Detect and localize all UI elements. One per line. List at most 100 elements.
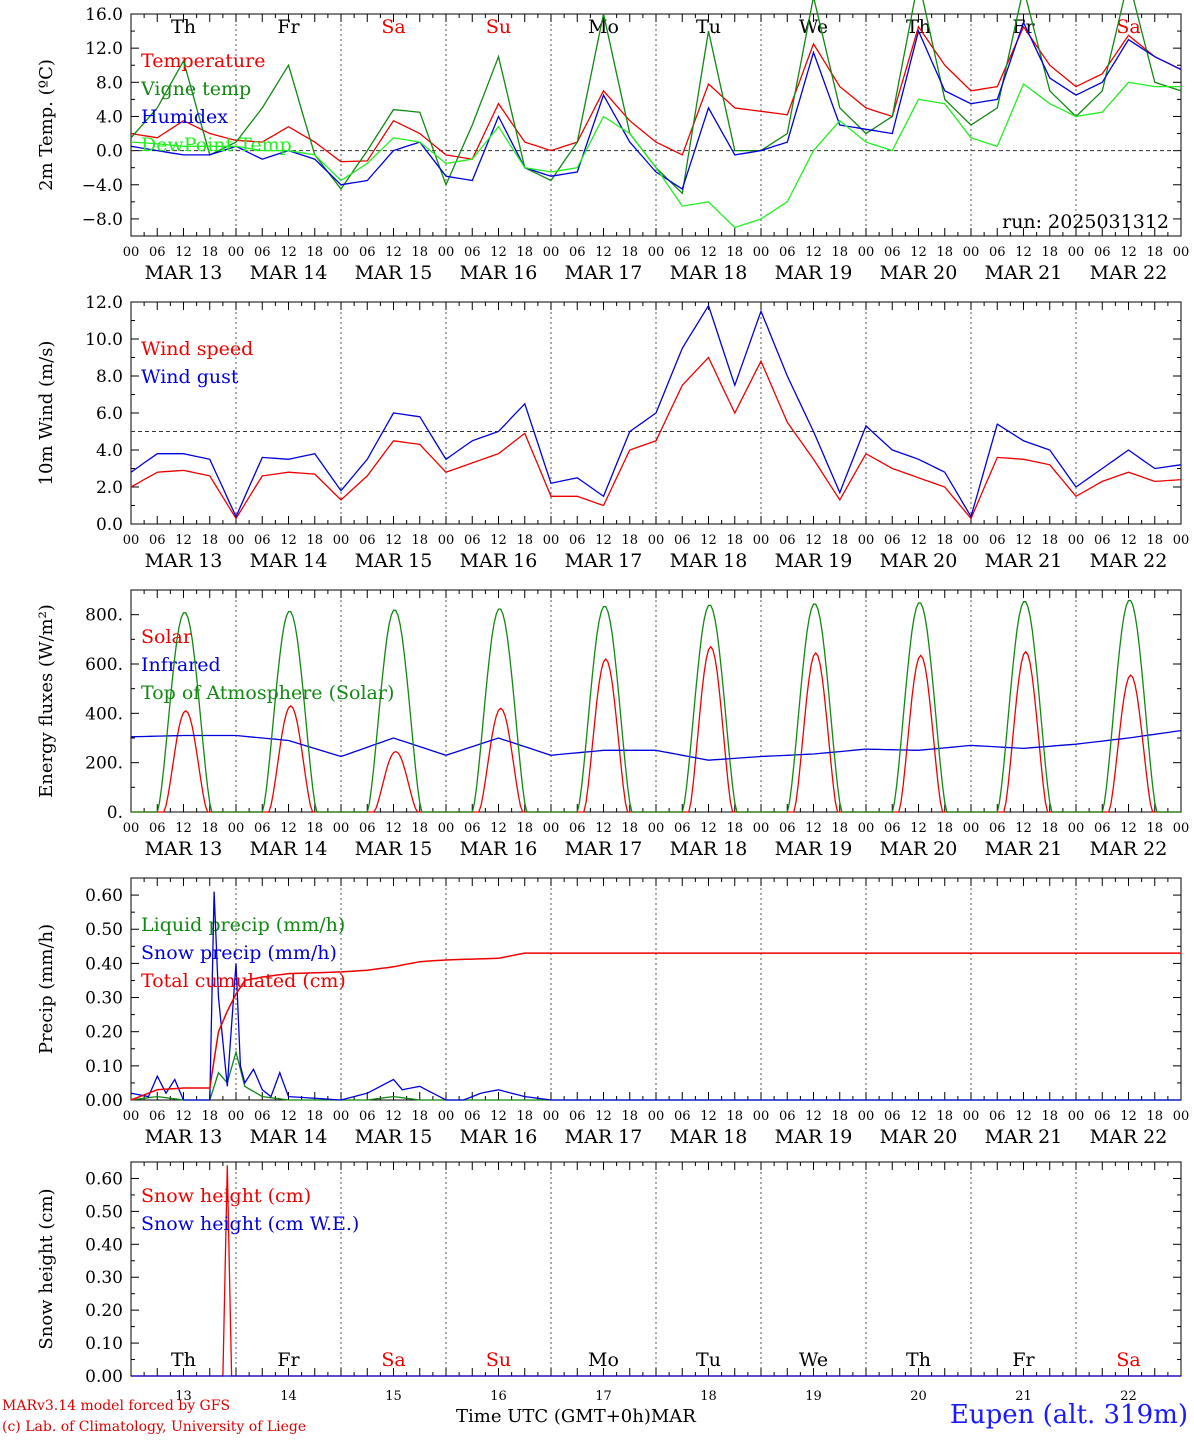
hour-tick-label: 12 (910, 1109, 927, 1124)
weekday-label: Sa (1116, 1349, 1140, 1371)
hour-tick-label: 12 (595, 1109, 612, 1124)
date-label: MAR 20 (880, 1126, 958, 1148)
hour-tick-label: 06 (674, 821, 691, 836)
day-number-label: 15 (385, 1389, 402, 1404)
date-label: MAR 22 (1090, 1126, 1168, 1148)
hour-tick-label: 06 (1094, 245, 1111, 260)
date-label: MAR 16 (460, 550, 538, 572)
hour-tick-label: 18 (726, 245, 743, 260)
date-label: MAR 17 (565, 838, 643, 860)
y-tick-label: 0.20 (85, 1301, 123, 1321)
hour-tick-label: 18 (1146, 245, 1163, 260)
hour-tick-label: 06 (674, 1109, 691, 1124)
date-label: MAR 18 (670, 550, 748, 572)
y-tick-label: 4.0 (96, 107, 123, 127)
y-tick-label: 400. (85, 704, 123, 724)
hour-tick-label: 06 (464, 245, 481, 260)
date-label: MAR 22 (1090, 838, 1168, 860)
date-label: MAR 14 (250, 550, 328, 572)
day-number-label: 19 (805, 1389, 822, 1404)
hour-tick-label: 18 (621, 821, 638, 836)
series-line-wind-speed (130, 356, 1182, 520)
y-tick-label: 0.30 (85, 989, 123, 1009)
y-tick-label: 0.30 (85, 1268, 123, 1288)
y-tick-label: 0.20 (85, 1023, 123, 1043)
hour-tick-label: 06 (989, 533, 1006, 548)
hour-tick-label: 18 (1146, 533, 1163, 548)
hour-tick-label: 18 (831, 245, 848, 260)
hour-tick-label: 12 (595, 245, 612, 260)
series-line-humidex (130, 20, 1182, 191)
y-tick-label: 0.00 (85, 1367, 123, 1387)
date-label: MAR 14 (250, 1126, 328, 1148)
hour-tick-label: 00 (543, 821, 560, 836)
hour-tick-label: 06 (464, 1109, 481, 1124)
hour-tick-label: 12 (490, 245, 507, 260)
hour-tick-label: 00 (1173, 245, 1190, 260)
hour-tick-label: 00 (438, 821, 455, 836)
hour-tick-label: 18 (411, 245, 428, 260)
hour-tick-label: 06 (779, 533, 796, 548)
day-number-label: 16 (490, 1389, 507, 1404)
legend-entry: Humidex (141, 106, 228, 128)
hour-tick-label: 00 (1173, 821, 1190, 836)
weekday-label: Su (486, 1349, 511, 1371)
model-credit: MARv3.14 model forced by GFS (2, 1398, 231, 1414)
hour-tick-label: 18 (201, 821, 218, 836)
weekday-label: Tu (696, 1349, 721, 1371)
y-tick-label: 0.0 (96, 142, 123, 162)
hour-tick-label: 12 (1015, 533, 1032, 548)
hour-tick-label: 00 (1173, 1109, 1190, 1124)
hour-tick-label: 12 (490, 1109, 507, 1124)
time-axis-label: Time UTC (GMT+0h)MAR (456, 1406, 696, 1427)
hour-tick-label: 06 (1094, 533, 1111, 548)
hour-tick-label: 06 (884, 1109, 901, 1124)
y-tick-label: 10.0 (85, 330, 123, 350)
hour-tick-label: 12 (1120, 821, 1137, 836)
hour-tick-label: 06 (149, 245, 166, 260)
date-label: MAR 16 (460, 1126, 538, 1148)
legend-entry: Wind gust (141, 366, 239, 388)
legend-entry: Vigne temp (140, 78, 251, 100)
hour-tick-label: 18 (306, 245, 323, 260)
date-label: MAR 22 (1090, 550, 1168, 572)
hour-tick-label: 18 (726, 1109, 743, 1124)
weekday-label: Tu (696, 16, 721, 38)
weekday-label: Th (906, 1349, 931, 1371)
hour-tick-label: 06 (254, 245, 271, 260)
hour-tick-label: 06 (464, 821, 481, 836)
hour-tick-label: 00 (123, 1109, 140, 1124)
date-label: MAR 19 (775, 262, 853, 284)
hour-tick-label: 00 (753, 245, 770, 260)
time-utc-label: Time UTC (GMT+0h) (456, 1406, 651, 1427)
y-tick-label: 0.0 (96, 515, 123, 535)
weekday-label: Th (171, 1349, 196, 1371)
hour-tick-label: 06 (989, 245, 1006, 260)
date-label: MAR 18 (670, 1126, 748, 1148)
hour-tick-label: 00 (963, 533, 980, 548)
date-label: MAR 13 (145, 1126, 223, 1148)
hour-tick-label: 18 (516, 533, 533, 548)
legend-entry: DewPoint Temp (141, 134, 292, 156)
hour-tick-label: 12 (175, 1109, 192, 1124)
legend-entry: Total cumulated (cm) (141, 970, 346, 992)
weekday-label: Su (486, 16, 511, 38)
y-tick-label: 200. (85, 754, 123, 774)
hour-tick-label: 12 (805, 533, 822, 548)
hour-tick-label: 18 (516, 245, 533, 260)
hour-tick-label: 18 (936, 821, 953, 836)
hour-tick-label: 06 (884, 533, 901, 548)
hour-tick-label: 12 (280, 821, 297, 836)
hour-tick-label: 00 (648, 1109, 665, 1124)
hour-tick-label: 00 (543, 245, 560, 260)
y-tick-label: 600. (85, 655, 123, 675)
day-number-label: 20 (910, 1389, 927, 1404)
hour-tick-label: 12 (700, 1109, 717, 1124)
date-label: MAR 20 (880, 550, 958, 572)
legend-entry: Snow height (cm) (141, 1185, 311, 1207)
hour-tick-label: 06 (884, 821, 901, 836)
hour-tick-label: 12 (910, 533, 927, 548)
hour-tick-label: 18 (306, 1109, 323, 1124)
hour-tick-label: 00 (963, 821, 980, 836)
